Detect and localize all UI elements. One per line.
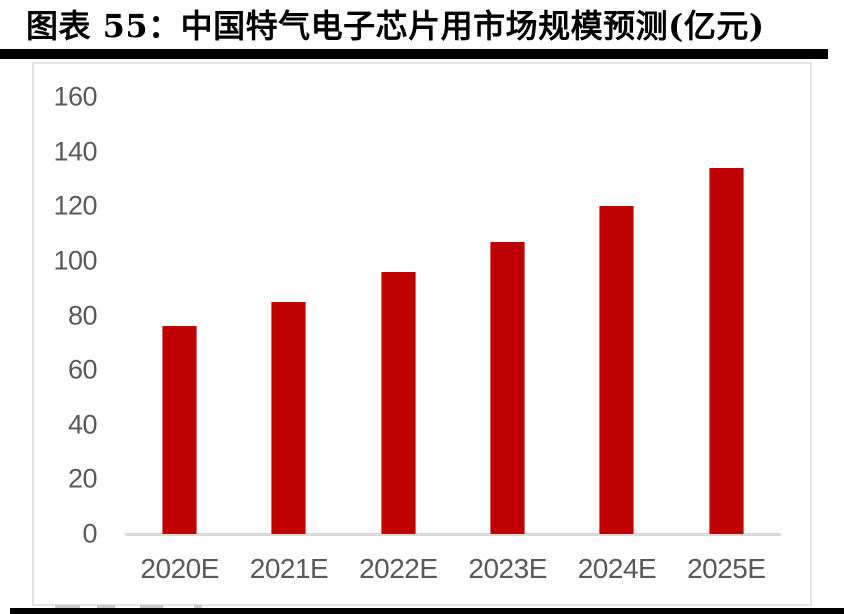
bar-2023E <box>490 241 526 534</box>
y-axis-tick-label: 80 <box>67 300 98 330</box>
bar-slot <box>562 97 671 534</box>
y-axis: 0 20 40 60 80 100 120 140 160 <box>34 83 98 547</box>
bar-slot <box>453 97 562 534</box>
clipped-source-text-fragment <box>97 605 115 608</box>
title-divider-rule <box>0 49 828 59</box>
clipped-source-text-fragment <box>55 605 80 608</box>
x-axis-label-2025E: 2025E <box>687 553 766 584</box>
bar-2020E <box>162 326 198 534</box>
bar-slot <box>344 97 453 534</box>
x-axis-label-2023E: 2023E <box>468 553 547 584</box>
x-axis-label-2024E: 2024E <box>577 553 657 584</box>
bar-2025E <box>708 168 744 534</box>
bar-2021E <box>271 301 307 534</box>
figure-title: 图表 55：中国特气电子芯片用市场规模预测(亿元) <box>26 7 765 45</box>
y-axis-tick-label: 20 <box>67 463 98 494</box>
bar-slot <box>125 97 234 534</box>
y-axis-tick-label: 0 <box>82 518 97 549</box>
y-axis-tick-label: 140 <box>53 136 97 167</box>
bar-slot <box>234 97 343 534</box>
plot-area <box>125 97 781 536</box>
bar-2024E <box>599 206 635 534</box>
bottom-divider-rule <box>10 608 844 614</box>
x-axis-labels: 2020E 2021E 2022E 2023E 2024E 2025E <box>125 553 781 585</box>
clipped-source-text-fragment <box>194 605 202 608</box>
y-axis-tick-label: 60 <box>67 354 98 385</box>
x-axis-line <box>125 533 781 536</box>
bar-slot <box>672 97 781 534</box>
x-axis-label-2020E: 2020E <box>140 553 219 584</box>
y-axis-tick-label: 100 <box>53 245 97 276</box>
clipped-source-text-fragment <box>140 605 163 608</box>
x-axis-label-2021E: 2021E <box>249 553 329 584</box>
x-axis-label-2022E: 2022E <box>359 553 438 584</box>
chart-frame: 0 20 40 60 80 100 120 140 160 2020E 2021E 2022E 202… <box>32 62 812 606</box>
y-axis-tick-label: 160 <box>53 81 97 112</box>
y-axis-tick-label: 120 <box>53 190 97 221</box>
bar-2022E <box>380 271 416 534</box>
bars-row <box>125 97 781 534</box>
y-axis-tick-label: 40 <box>67 409 98 440</box>
